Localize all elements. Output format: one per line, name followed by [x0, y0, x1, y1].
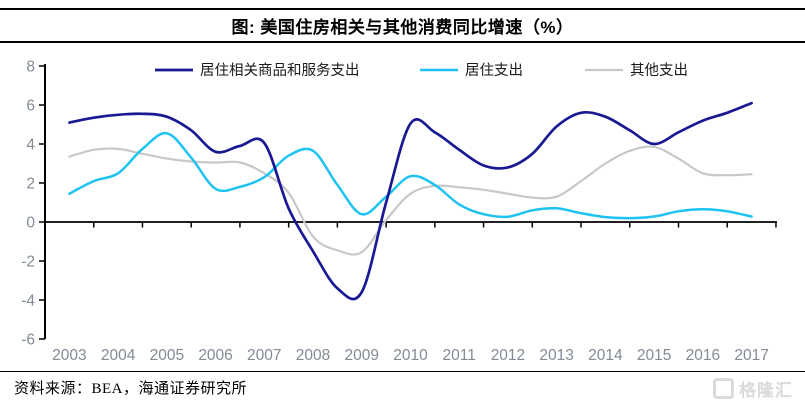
- footer-divider: [0, 371, 805, 372]
- y-tick-label: -6: [21, 332, 35, 349]
- x-tick-label: 2005: [150, 347, 184, 364]
- series-line-1: [68, 132, 753, 220]
- y-tick-label: 8: [26, 59, 35, 76]
- x-tick-label: 2006: [198, 347, 232, 364]
- x-tick-label: 2007: [247, 347, 281, 364]
- series-line-0: [68, 101, 753, 301]
- x-tick-label: 2017: [734, 347, 768, 364]
- y-tick-label: -2: [21, 254, 35, 271]
- x-tick-label: 2016: [686, 347, 720, 364]
- y-tick-label: -4: [21, 293, 35, 310]
- legend-label-1: 居住支出: [465, 62, 523, 79]
- x-tick-label: 2010: [393, 347, 428, 364]
- x-tick-label: 2014: [588, 347, 623, 364]
- x-tick-label: 2008: [296, 347, 330, 364]
- x-tick-label: 2012: [491, 347, 525, 364]
- legend-label-2: 其他支出: [630, 62, 688, 79]
- chart-title-text: 图: 美国住房相关与其他消费同比增速（%）: [231, 18, 574, 37]
- chart-canvas: 8 6 4 2 0 -2 -4 -6 2003 2004 2005 2006 2007 2008 2009 2…: [21, 59, 777, 364]
- legend-label-0: 居住相关商品和服务支出: [200, 62, 360, 79]
- y-tick-label: 6: [26, 98, 35, 115]
- x-tick-label: 2011: [443, 347, 476, 364]
- y-tick-label: 0: [26, 215, 35, 232]
- x-tick-label: 2009: [345, 347, 379, 364]
- source-note: 资料来源：BEA，海通证券研究所: [14, 381, 248, 397]
- series-line-2: [68, 145, 753, 256]
- y-tick-label: 2: [26, 176, 35, 193]
- watermark-label: 格隆汇: [739, 381, 793, 400]
- y-tick-label: 4: [26, 137, 35, 154]
- x-tick-label: 2003: [52, 347, 86, 364]
- page-title: 图: 美国住房相关与其他消费同比增速（%）: [0, 8, 805, 43]
- x-tick-label: 2004: [101, 347, 136, 364]
- gelonghui-logo-icon: [713, 378, 734, 399]
- x-tick-label: 2015: [637, 347, 671, 364]
- watermark: 格隆汇: [713, 376, 793, 401]
- x-tick-label: 2013: [539, 347, 573, 364]
